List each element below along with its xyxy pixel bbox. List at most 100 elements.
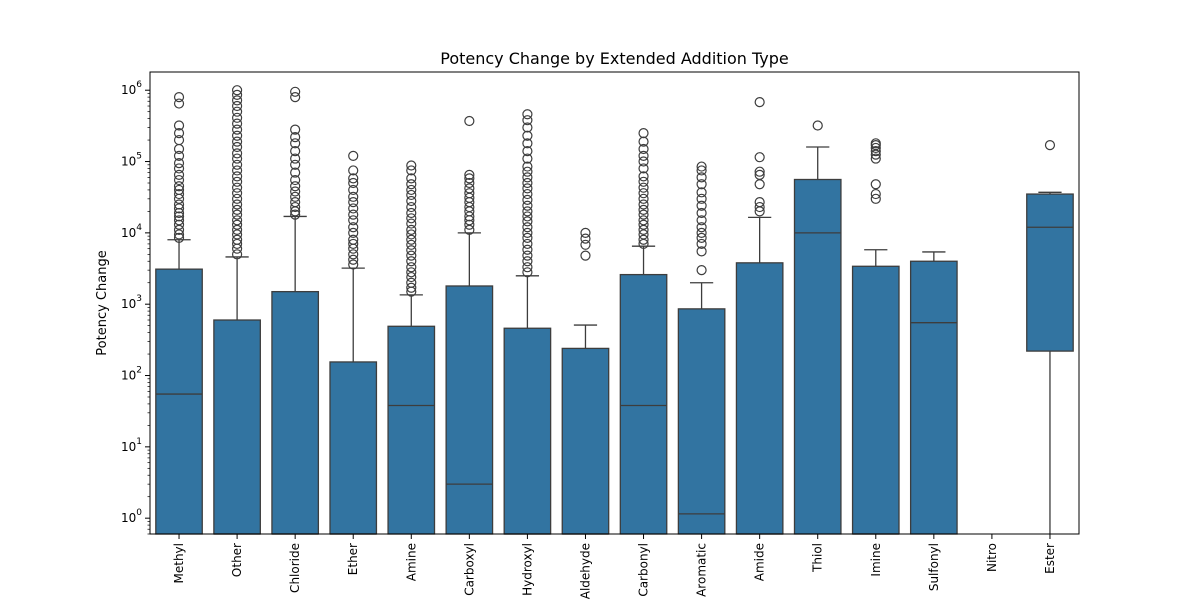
outlier-point <box>231 148 243 159</box>
outlier-point <box>406 207 417 219</box>
outlier-point <box>173 224 185 236</box>
box-body <box>619 273 668 535</box>
outlier-point <box>638 128 649 139</box>
outlier-point <box>522 232 533 243</box>
outlier-point <box>464 115 475 127</box>
outlier-point <box>173 211 185 222</box>
outlier-point <box>406 218 417 229</box>
y-tick-label: 105 <box>121 152 142 169</box>
x-tick-label: Amide <box>753 543 767 581</box>
outlier-point <box>406 277 417 288</box>
outlier-point <box>348 238 359 250</box>
outlier-point <box>348 191 359 202</box>
x-tick-label: Sulfonyl <box>927 543 941 591</box>
outlier-point <box>812 120 823 131</box>
outlier-point <box>290 153 301 164</box>
outlier-point <box>231 234 243 245</box>
outlier-point <box>173 229 185 240</box>
outlier-point <box>290 86 301 97</box>
outlier-point <box>522 115 533 126</box>
outlier-point <box>870 138 881 149</box>
outlier-point <box>231 199 243 210</box>
box-other <box>213 85 261 535</box>
x-tick-label: Amine <box>404 543 418 581</box>
outlier-point <box>348 249 359 260</box>
outlier-point <box>348 173 359 184</box>
outlier-point <box>870 193 881 204</box>
outlier-point <box>348 203 359 214</box>
outlier-point <box>231 176 243 187</box>
outlier-point <box>348 227 359 238</box>
outlier-point <box>173 143 185 155</box>
outlier-point <box>696 227 707 238</box>
x-axis: Methyl Other Chloride Ether Amine Carboxyl Hyd… <box>172 534 1057 599</box>
outlier-point <box>173 134 185 146</box>
box-body <box>213 319 261 535</box>
box-sulfonyl <box>909 251 958 535</box>
outlier-point <box>406 165 417 176</box>
outlier-point <box>290 191 301 202</box>
outlier-point <box>522 194 533 205</box>
outlier-point <box>522 256 533 267</box>
outlier-point <box>406 229 417 240</box>
outlier-point <box>754 166 765 177</box>
outlier-point <box>231 209 243 220</box>
outlier-point <box>406 201 417 213</box>
box-body <box>503 327 552 535</box>
box-methyl <box>155 92 203 535</box>
y-tick-label: 103 <box>121 294 142 311</box>
plot-area <box>155 85 1074 535</box>
x-tick-label: Chloride <box>288 543 302 593</box>
outlier-point <box>290 138 301 149</box>
outlier-point <box>464 169 475 180</box>
outlier-point <box>754 97 765 108</box>
outlier-point <box>696 246 707 257</box>
outlier-point <box>290 167 301 178</box>
x-tick-label: Ester <box>1043 543 1057 574</box>
outlier-point <box>638 176 649 187</box>
outlier-point <box>522 177 533 189</box>
outlier-point <box>522 188 533 200</box>
x-tick-label: Carbonyl <box>637 543 651 597</box>
box-thiol <box>793 120 842 535</box>
outlier-point <box>406 184 417 196</box>
outlier-point <box>638 215 649 226</box>
outlier-point <box>173 188 185 200</box>
outlier-point <box>231 171 243 182</box>
outlier-point <box>638 209 649 220</box>
chart-title: Potency Change by Extended Addition Type <box>440 49 789 68</box>
outlier-point <box>290 124 301 135</box>
outlier-point <box>231 89 243 100</box>
plot-frame <box>149 71 1080 535</box>
outlier-point <box>522 238 533 250</box>
x-tick-label: Methyl <box>172 543 186 583</box>
box-body <box>1026 193 1074 352</box>
box-body <box>677 308 726 535</box>
box-carbonyl <box>619 128 668 535</box>
outlier-point <box>173 169 185 180</box>
outlier-point <box>406 189 417 201</box>
box-body <box>445 285 494 535</box>
box-ether <box>329 150 378 535</box>
outlier-point <box>173 128 185 139</box>
x-tick-label: Imine <box>869 543 883 577</box>
box-body <box>329 361 378 535</box>
outlier-point <box>231 193 243 204</box>
outlier-point <box>870 179 881 190</box>
outlier-point <box>231 124 243 135</box>
outlier-point <box>696 265 707 276</box>
outlier-point <box>231 130 243 141</box>
outlier-point <box>231 141 243 153</box>
outlier-point <box>638 224 649 236</box>
outlier-point <box>231 219 243 230</box>
outlier-point <box>173 215 185 226</box>
x-tick-label: Nitro <box>985 543 999 572</box>
outlier-point <box>406 256 417 267</box>
outlier-point <box>696 172 707 183</box>
outlier-point <box>231 249 243 260</box>
y-tick-label: 102 <box>121 366 142 383</box>
outlier-point <box>638 188 649 199</box>
outlier-point <box>870 142 881 154</box>
outlier-point <box>406 195 417 207</box>
